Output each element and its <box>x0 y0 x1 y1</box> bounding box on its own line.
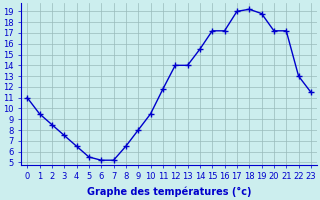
X-axis label: Graphe des températures (°c): Graphe des températures (°c) <box>87 187 251 197</box>
